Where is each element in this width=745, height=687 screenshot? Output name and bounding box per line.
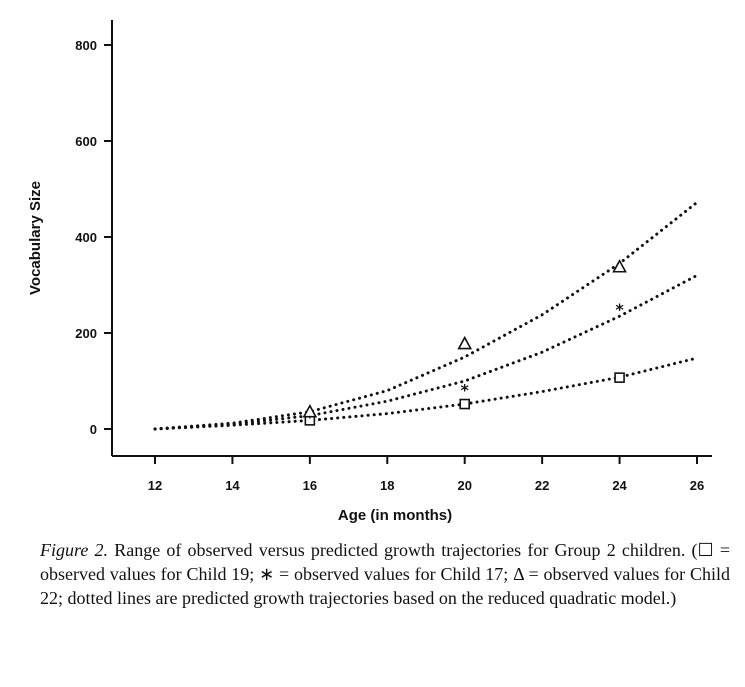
y-tick-label: 400 [75,230,97,245]
x-tick-label: 12 [148,478,162,493]
x-tick-label: 14 [225,478,240,493]
y-tick-label: 0 [90,422,97,437]
predicted-line-child-22 [153,200,699,431]
predicted-lines [153,200,699,431]
x-tick-label: 22 [535,478,549,493]
marker-triangle-child-22 [457,335,473,350]
marker-square-child-19 [614,372,625,383]
x-tick-label: 16 [303,478,317,493]
y-ticks: 0 200 400 600 800 [75,38,112,437]
caption-label: Figure 2. [40,540,109,560]
marker-triangle-child-22 [302,404,318,418]
x-axis-title: Age (in months) [338,507,452,524]
y-tick-label: 200 [75,326,97,341]
caption-text: Range of observed versus predicted growt… [40,540,730,608]
x-tick-label: 26 [690,478,704,493]
marker-asterisk-child-17: * [461,381,470,400]
y-tick-label: 800 [75,38,97,53]
figure-caption: Figure 2. Range of observed versus predi… [40,538,730,610]
y-tick-label: 600 [75,134,97,149]
predicted-line-child-17 [153,273,699,431]
marker-square-child-19 [459,398,471,410]
marker-asterisk-child-17: * [615,300,624,319]
predicted-line-child-19 [153,356,699,431]
axes [111,20,712,457]
observed-markers: *** [302,259,627,427]
y-axis-title: Vocabulary Size [27,181,44,295]
marker-triangle-child-22 [612,259,627,273]
x-ticks: 12 14 16 18 20 22 24 26 [148,456,704,493]
x-tick-label: 18 [380,478,394,493]
x-tick-label: 24 [612,478,627,493]
x-tick-label: 20 [457,478,471,493]
